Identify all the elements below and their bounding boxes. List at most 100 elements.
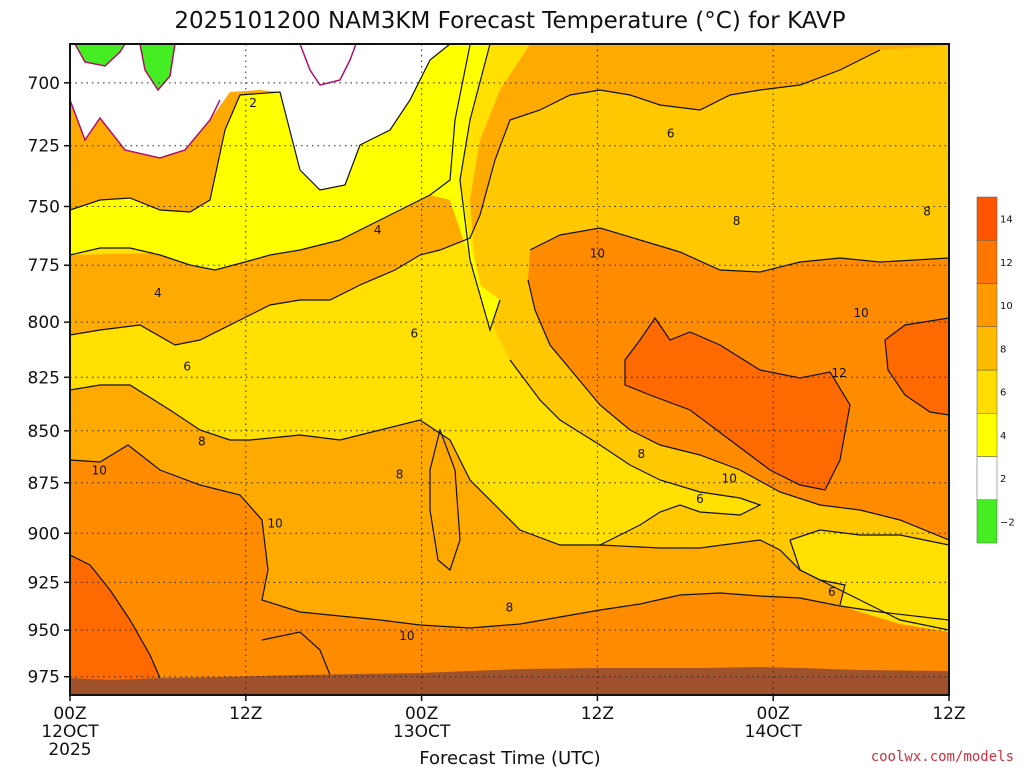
- x-tick-date: 13OCT: [393, 722, 451, 742]
- x-tick-label: 00Z: [757, 704, 790, 724]
- contour-label: 8: [396, 468, 404, 482]
- contour-line: [624, 316, 851, 491]
- ground-terrain: [70, 667, 949, 695]
- contour-line: [789, 539, 846, 606]
- x-tick-date: 14OCT: [745, 722, 803, 742]
- contour-line: [70, 44, 471, 271]
- contour-label: 10: [590, 247, 605, 261]
- contour-line: [884, 317, 949, 416]
- band-12-14-core: [625, 318, 850, 490]
- y-tick-label: 825: [28, 368, 60, 388]
- contour-label: 6: [828, 585, 836, 599]
- contour-label: 8: [923, 204, 931, 218]
- contour-line: [509, 359, 762, 546]
- colorbar-label: 8: [1000, 344, 1006, 355]
- contour-label: 8: [638, 447, 646, 461]
- contour-line: [70, 444, 949, 629]
- colorbar-swatch: [976, 369, 998, 414]
- band-negative: [75, 44, 125, 66]
- colorbar-swatch: [976, 326, 998, 371]
- y-tick-label: 975: [28, 668, 60, 688]
- contour-line: [70, 49, 881, 346]
- x-tick-label: 12Z: [229, 704, 262, 724]
- contour-label: 6: [183, 359, 191, 373]
- contour-line: [429, 427, 461, 572]
- freezing-contour: [70, 99, 221, 159]
- plot-frame: [69, 43, 950, 696]
- colorbar-swatch: [976, 240, 998, 284]
- contour-label: 8: [198, 434, 206, 448]
- y-tick-label: 775: [28, 256, 60, 276]
- plot-area: [70, 44, 949, 695]
- colorbar-label: 10: [1000, 301, 1013, 312]
- colorbar-label: 6: [1000, 388, 1006, 399]
- credit-text: coolwx.com/models: [871, 749, 1014, 765]
- contour-line: [789, 529, 949, 546]
- band-10-12-lower: [70, 445, 949, 695]
- contour-label: 6: [667, 126, 675, 140]
- contour-line: [527, 279, 949, 541]
- band-4-6: [70, 44, 760, 545]
- freezing-contour: [74, 44, 126, 67]
- freezing-contour: [299, 44, 357, 86]
- colorbar-swatch: [976, 196, 998, 241]
- band-2-4: [70, 44, 500, 330]
- contour-label: 6: [696, 492, 704, 506]
- contour-label: 4: [154, 286, 162, 300]
- band-12-14-lower-left: [70, 555, 160, 695]
- colorbar: −2 2 4 6 8 10 12 14: [976, 196, 1015, 544]
- contour-label: 4: [374, 223, 382, 237]
- y-tick-label: 725: [28, 137, 60, 157]
- x-tick-label: 12Z: [581, 704, 614, 724]
- y-tick-label: 900: [28, 524, 60, 544]
- colorbar-label: 2: [1000, 474, 1006, 485]
- y-tick-label: 875: [28, 474, 60, 494]
- contour-lines: [70, 44, 949, 679]
- contour-label: 10: [267, 516, 282, 530]
- contour-label: 8: [506, 600, 514, 614]
- y-tick-label: 750: [28, 197, 60, 217]
- x-tick-date: 12OCT: [41, 722, 99, 742]
- y-tick-label: 850: [28, 422, 60, 442]
- y-axis: 700 725 750 775 800 825 850 875 900 925 950 975: [28, 74, 70, 688]
- colorbar-label: −2: [1000, 517, 1015, 528]
- contour-label: 2: [249, 96, 257, 110]
- colorbar-swatch: [976, 456, 998, 500]
- contour-line: [70, 44, 451, 213]
- x-tick-label: 00Z: [405, 704, 438, 724]
- contour-label: 10: [722, 472, 737, 486]
- contour-label: 10: [92, 463, 107, 477]
- band-negative-2: [140, 44, 175, 90]
- x-tick-label: 00Z: [53, 704, 86, 724]
- colorbar-swatch: [976, 499, 998, 544]
- band-6-8: [70, 45, 949, 630]
- gridlines: [70, 44, 949, 695]
- contour-line: [529, 227, 949, 273]
- colorbar-label: 12: [1000, 258, 1013, 269]
- contour-label: 6: [410, 326, 418, 340]
- contour-labels: 2 4 4 6 6 6 8 8 10 10 12 8 8 8 10 10 10 6 8 6 10: [92, 96, 931, 643]
- y-tick-label: 800: [28, 313, 60, 333]
- freezing-contour: [139, 44, 176, 92]
- x-tick-label: 12Z: [932, 704, 965, 724]
- contour-line: [70, 384, 949, 631]
- contour-line: [459, 44, 501, 333]
- y-tick-label: 950: [28, 621, 60, 641]
- chart-title: 2025101200 NAM3KM Forecast Temperature (…: [174, 8, 845, 34]
- colorbar-swatch: [976, 283, 998, 327]
- y-tick-label: 925: [28, 573, 60, 593]
- contour-label: 10: [399, 629, 414, 643]
- colorbar-swatch: [976, 413, 998, 457]
- colorbar-label: 14: [1000, 215, 1013, 226]
- y-tick-label: 700: [28, 74, 60, 94]
- contour-line: [70, 554, 161, 679]
- x-tick-year: 2025: [48, 740, 91, 760]
- contour-label: 8: [733, 214, 741, 228]
- colorbar-label: 4: [1000, 431, 1006, 442]
- band-12-14-right: [885, 318, 949, 415]
- band-4-6-lower-right: [790, 530, 949, 632]
- contour-label: 12: [831, 366, 846, 380]
- contour-label: 10: [853, 306, 868, 320]
